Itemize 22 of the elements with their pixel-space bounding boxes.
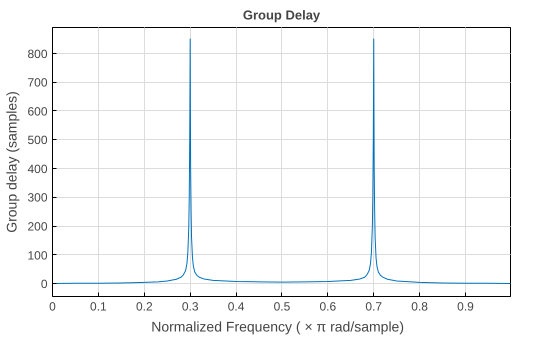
- y-tick-label: 400: [27, 162, 48, 176]
- chart-title: Group Delay: [242, 8, 321, 22]
- x-tick-label: 0.2: [136, 300, 153, 314]
- y-tick-label: 300: [27, 190, 48, 205]
- y-tick-label: 100: [27, 248, 48, 262]
- y-tick-label: 0: [40, 277, 48, 292]
- y-axis-title: Group delay (samples): [3, 91, 20, 233]
- x-tick-label: 0.6: [320, 300, 337, 314]
- x-tick-label: 0.7: [365, 300, 382, 314]
- x-tick-label: 0: [49, 300, 56, 314]
- x-tick-label: 0.3: [182, 300, 199, 314]
- x-tick-label: 0.9: [457, 300, 474, 314]
- y-tick-label: 700: [27, 76, 48, 90]
- x-tick-label: 0.8: [411, 300, 428, 314]
- y-tick-label: 500: [27, 133, 48, 148]
- x-tick-label: 0.5: [274, 300, 291, 314]
- y-tick-label: 800: [27, 46, 48, 61]
- y-tick-label: 200: [27, 220, 48, 234]
- x-axis-title: Normalized Frequency ( × π rad/sample): [151, 318, 404, 334]
- y-tick-label: 600: [27, 104, 48, 118]
- x-tick-label: 0.4: [228, 300, 245, 314]
- x-tick-label: 0.1: [90, 300, 108, 314]
